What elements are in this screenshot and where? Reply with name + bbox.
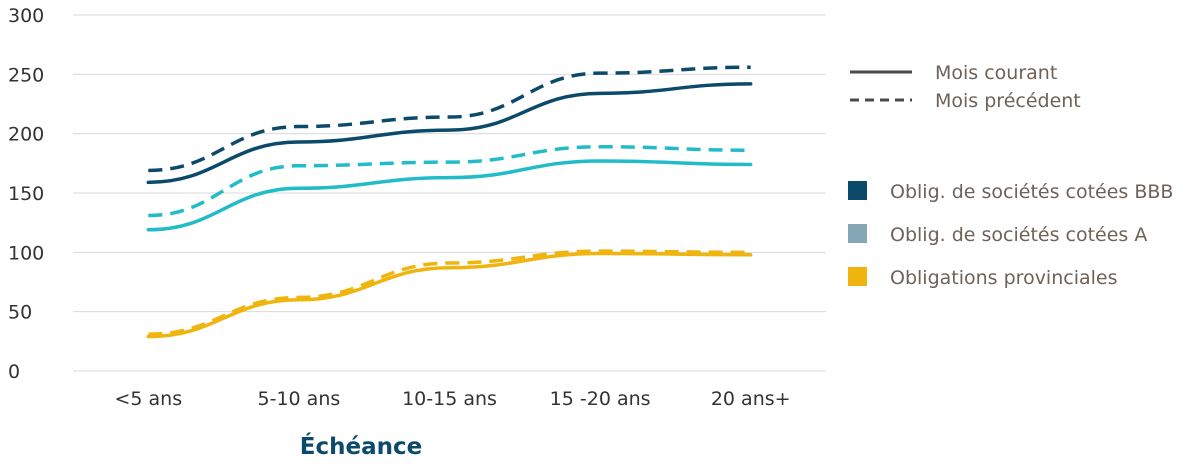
x-tick-label: 5-10 ans (258, 388, 341, 410)
legend-swatch (848, 181, 867, 200)
x-tick-label: <5 ans (114, 388, 182, 410)
legend-swatch (848, 267, 867, 286)
series-line-previous (148, 249, 751, 336)
plot-area (146, 65, 753, 339)
y-tick-label: 250 (8, 64, 44, 86)
y-tick-label: 150 (8, 183, 44, 205)
legend-label: Oblig. de sociétés cotées A (890, 224, 1147, 246)
series-line-current (146, 159, 753, 232)
line-style-legend: Mois courant Mois précédent (850, 62, 1081, 112)
series-line-current (146, 251, 753, 339)
series-line-previous (148, 144, 751, 218)
series-line-current (146, 82, 753, 185)
legend-label: Obligations provinciales (890, 267, 1118, 289)
y-tick-label: 300 (8, 5, 44, 27)
y-tick-label: 100 (8, 242, 44, 264)
x-axis: <5 ans 5-10 ans 10-15 ans 15 -20 ans 20 ans+ (114, 388, 790, 410)
line-style-label: Mois courant (935, 62, 1057, 84)
x-tick-label: 15 -20 ans (550, 388, 651, 410)
legend-label: Oblig. de sociétés cotées BBB (890, 181, 1173, 203)
y-tick-label: 50 (8, 302, 32, 324)
x-axis-title: Échéance (300, 432, 422, 460)
y-axis: 0 50 100 150 200 250 300 (8, 5, 44, 383)
legend-swatch (848, 224, 867, 243)
series-legend: Oblig. de sociétés cotées BBB Oblig. de s… (848, 181, 1173, 289)
x-tick-label: 10-15 ans (402, 388, 497, 410)
series-line-previous (148, 65, 751, 173)
y-tick-label: 0 (8, 361, 20, 383)
line-style-label: Mois précédent (935, 90, 1081, 112)
grid-lines (73, 14, 826, 372)
y-tick-label: 200 (8, 124, 44, 146)
x-tick-label: 20 ans+ (711, 388, 791, 410)
